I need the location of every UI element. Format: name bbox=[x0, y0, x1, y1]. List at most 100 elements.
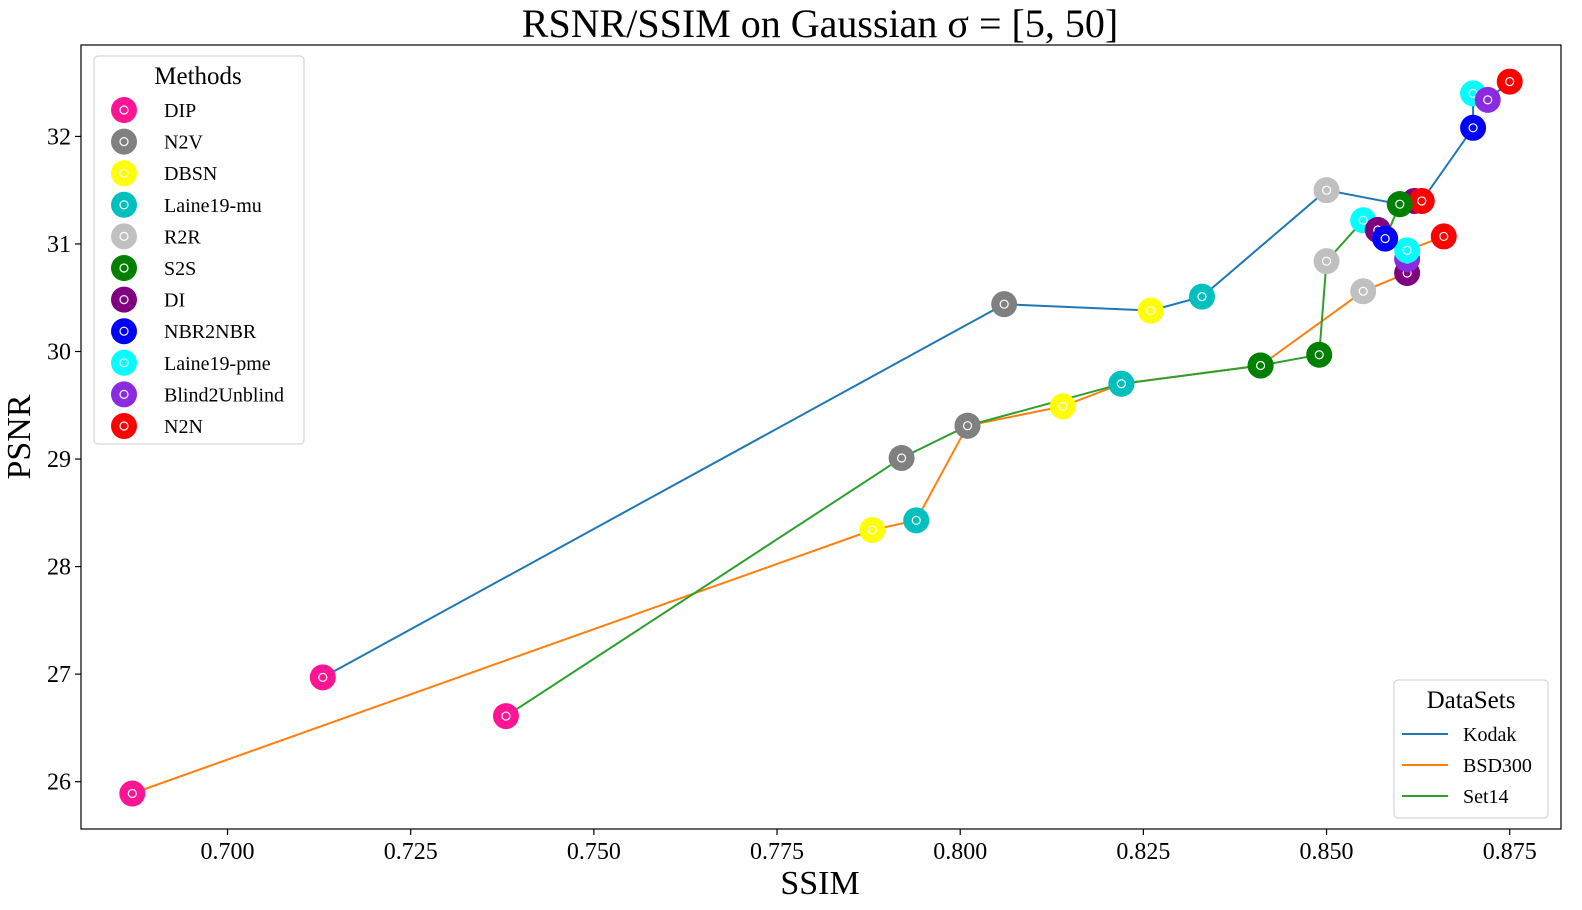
data-point bbox=[991, 291, 1018, 318]
legend-marker bbox=[111, 128, 137, 155]
data-markers bbox=[119, 68, 1523, 807]
y-tick-label: 30 bbox=[47, 340, 71, 366]
methods-legend-item: N2V bbox=[111, 128, 203, 155]
legend-label: Laine19-mu bbox=[164, 195, 262, 217]
legend-marker bbox=[111, 318, 137, 345]
data-point bbox=[1460, 114, 1487, 141]
methods-legend-item: Blind2Unblind bbox=[111, 381, 284, 408]
y-axis-label: PSNR bbox=[1, 394, 38, 479]
datasets-legend-box bbox=[1393, 679, 1549, 819]
data-point bbox=[1313, 177, 1340, 204]
methods-legend-item: DBSN bbox=[111, 160, 217, 187]
legend-marker bbox=[111, 160, 137, 187]
chart-title: RSNR/SSIM on Gaussian σ = [5, 50] bbox=[522, 1, 1118, 46]
point-center bbox=[1321, 256, 1332, 266]
data-point bbox=[1188, 283, 1215, 310]
data-point bbox=[1247, 352, 1274, 379]
y-tick-label: 32 bbox=[47, 124, 71, 150]
data-point bbox=[903, 507, 930, 534]
point-center bbox=[1197, 292, 1207, 302]
legend-label: DBSN bbox=[164, 163, 217, 185]
data-point bbox=[309, 664, 336, 691]
point-marker bbox=[1408, 187, 1435, 214]
methods-legend: Methods DIP N2V DBSN Laine19-mu R2R S2S DI NBR2… bbox=[93, 55, 305, 445]
legend-marker-center bbox=[119, 295, 129, 305]
data-point bbox=[1306, 341, 1333, 368]
point-marker bbox=[1247, 352, 1274, 379]
point-center bbox=[911, 515, 921, 525]
point-center bbox=[1483, 95, 1493, 105]
legend-label: Laine19-pme bbox=[164, 353, 271, 375]
methods-legend-title: Methods bbox=[154, 63, 242, 90]
point-center bbox=[1058, 401, 1068, 411]
x-tick-label: 0.725 bbox=[384, 839, 438, 865]
legend-label: Set14 bbox=[1463, 786, 1509, 808]
data-point bbox=[1394, 237, 1421, 264]
point-center bbox=[1380, 233, 1390, 244]
point-center bbox=[1417, 196, 1427, 206]
legend-marker bbox=[111, 381, 137, 408]
point-center bbox=[501, 711, 511, 721]
point-marker bbox=[1386, 191, 1413, 218]
data-point bbox=[1350, 278, 1377, 305]
legend-label: Blind2Unblind bbox=[164, 384, 284, 406]
series-lines bbox=[131, 80, 1511, 795]
series-line-set14 bbox=[505, 203, 1401, 717]
point-center bbox=[1358, 215, 1368, 225]
point-marker bbox=[1313, 177, 1340, 204]
legend-label: DIP bbox=[164, 100, 196, 122]
data-point bbox=[954, 412, 981, 439]
data-point bbox=[1386, 191, 1413, 218]
legend-marker bbox=[111, 349, 137, 376]
y-tick-label: 27 bbox=[47, 662, 71, 688]
legend-marker-center bbox=[119, 137, 129, 147]
point-center bbox=[1358, 286, 1368, 296]
series-line-bsd300 bbox=[131, 235, 1445, 795]
x-tick-label: 0.850 bbox=[1300, 839, 1354, 865]
x-tick-label: 0.775 bbox=[750, 839, 804, 865]
point-center bbox=[962, 421, 973, 431]
point-center bbox=[1116, 379, 1126, 389]
point-marker bbox=[1188, 283, 1215, 310]
data-point bbox=[1313, 248, 1340, 275]
legend-marker-center bbox=[119, 231, 129, 241]
point-center bbox=[896, 453, 907, 463]
y-tick-label: 31 bbox=[47, 232, 71, 258]
point-center bbox=[318, 672, 328, 682]
legend-marker bbox=[111, 223, 137, 250]
data-point bbox=[1049, 393, 1076, 420]
point-center bbox=[1314, 350, 1324, 360]
point-center bbox=[1468, 123, 1478, 133]
point-marker bbox=[1372, 225, 1399, 252]
datasets-legend-title: DataSets bbox=[1427, 687, 1516, 714]
legend-marker-center bbox=[119, 105, 129, 115]
datasets-legend-item: BSD300 bbox=[1402, 755, 1532, 777]
methods-legend-box bbox=[93, 55, 305, 445]
point-center bbox=[1256, 360, 1266, 371]
methods-legend-item: S2S bbox=[111, 255, 196, 281]
point-marker bbox=[1313, 248, 1340, 275]
point-center bbox=[1321, 185, 1332, 195]
point-marker bbox=[1049, 393, 1076, 420]
data-point bbox=[1372, 225, 1399, 252]
point-marker bbox=[1306, 341, 1333, 368]
point-marker bbox=[492, 703, 519, 730]
data-point bbox=[1430, 223, 1457, 250]
point-marker bbox=[954, 412, 981, 439]
legend-label: DI bbox=[164, 290, 185, 312]
datasets-legend: DataSets Kodak BSD300 Set14 bbox=[1393, 679, 1549, 819]
point-center bbox=[127, 788, 137, 799]
legend-label: S2S bbox=[164, 258, 196, 280]
legend-marker-center bbox=[119, 389, 129, 399]
methods-legend-item: NBR2NBR bbox=[111, 318, 257, 345]
x-tick-label: 0.700 bbox=[201, 839, 255, 865]
x-axis-ticks: 0.700 0.725 0.750 0.775 0.800 0.825 0.850 0.875 bbox=[201, 829, 1537, 865]
legend-marker bbox=[111, 255, 137, 281]
datasets-legend-item: Kodak bbox=[1402, 724, 1516, 746]
datasets-legend-items: Kodak BSD300 Set14 bbox=[1402, 724, 1532, 808]
legend-label: BSD300 bbox=[1463, 755, 1532, 777]
point-marker bbox=[1394, 237, 1421, 264]
data-point bbox=[119, 780, 146, 807]
methods-legend-item: Laine19-pme bbox=[111, 349, 271, 376]
data-point bbox=[1108, 370, 1135, 397]
